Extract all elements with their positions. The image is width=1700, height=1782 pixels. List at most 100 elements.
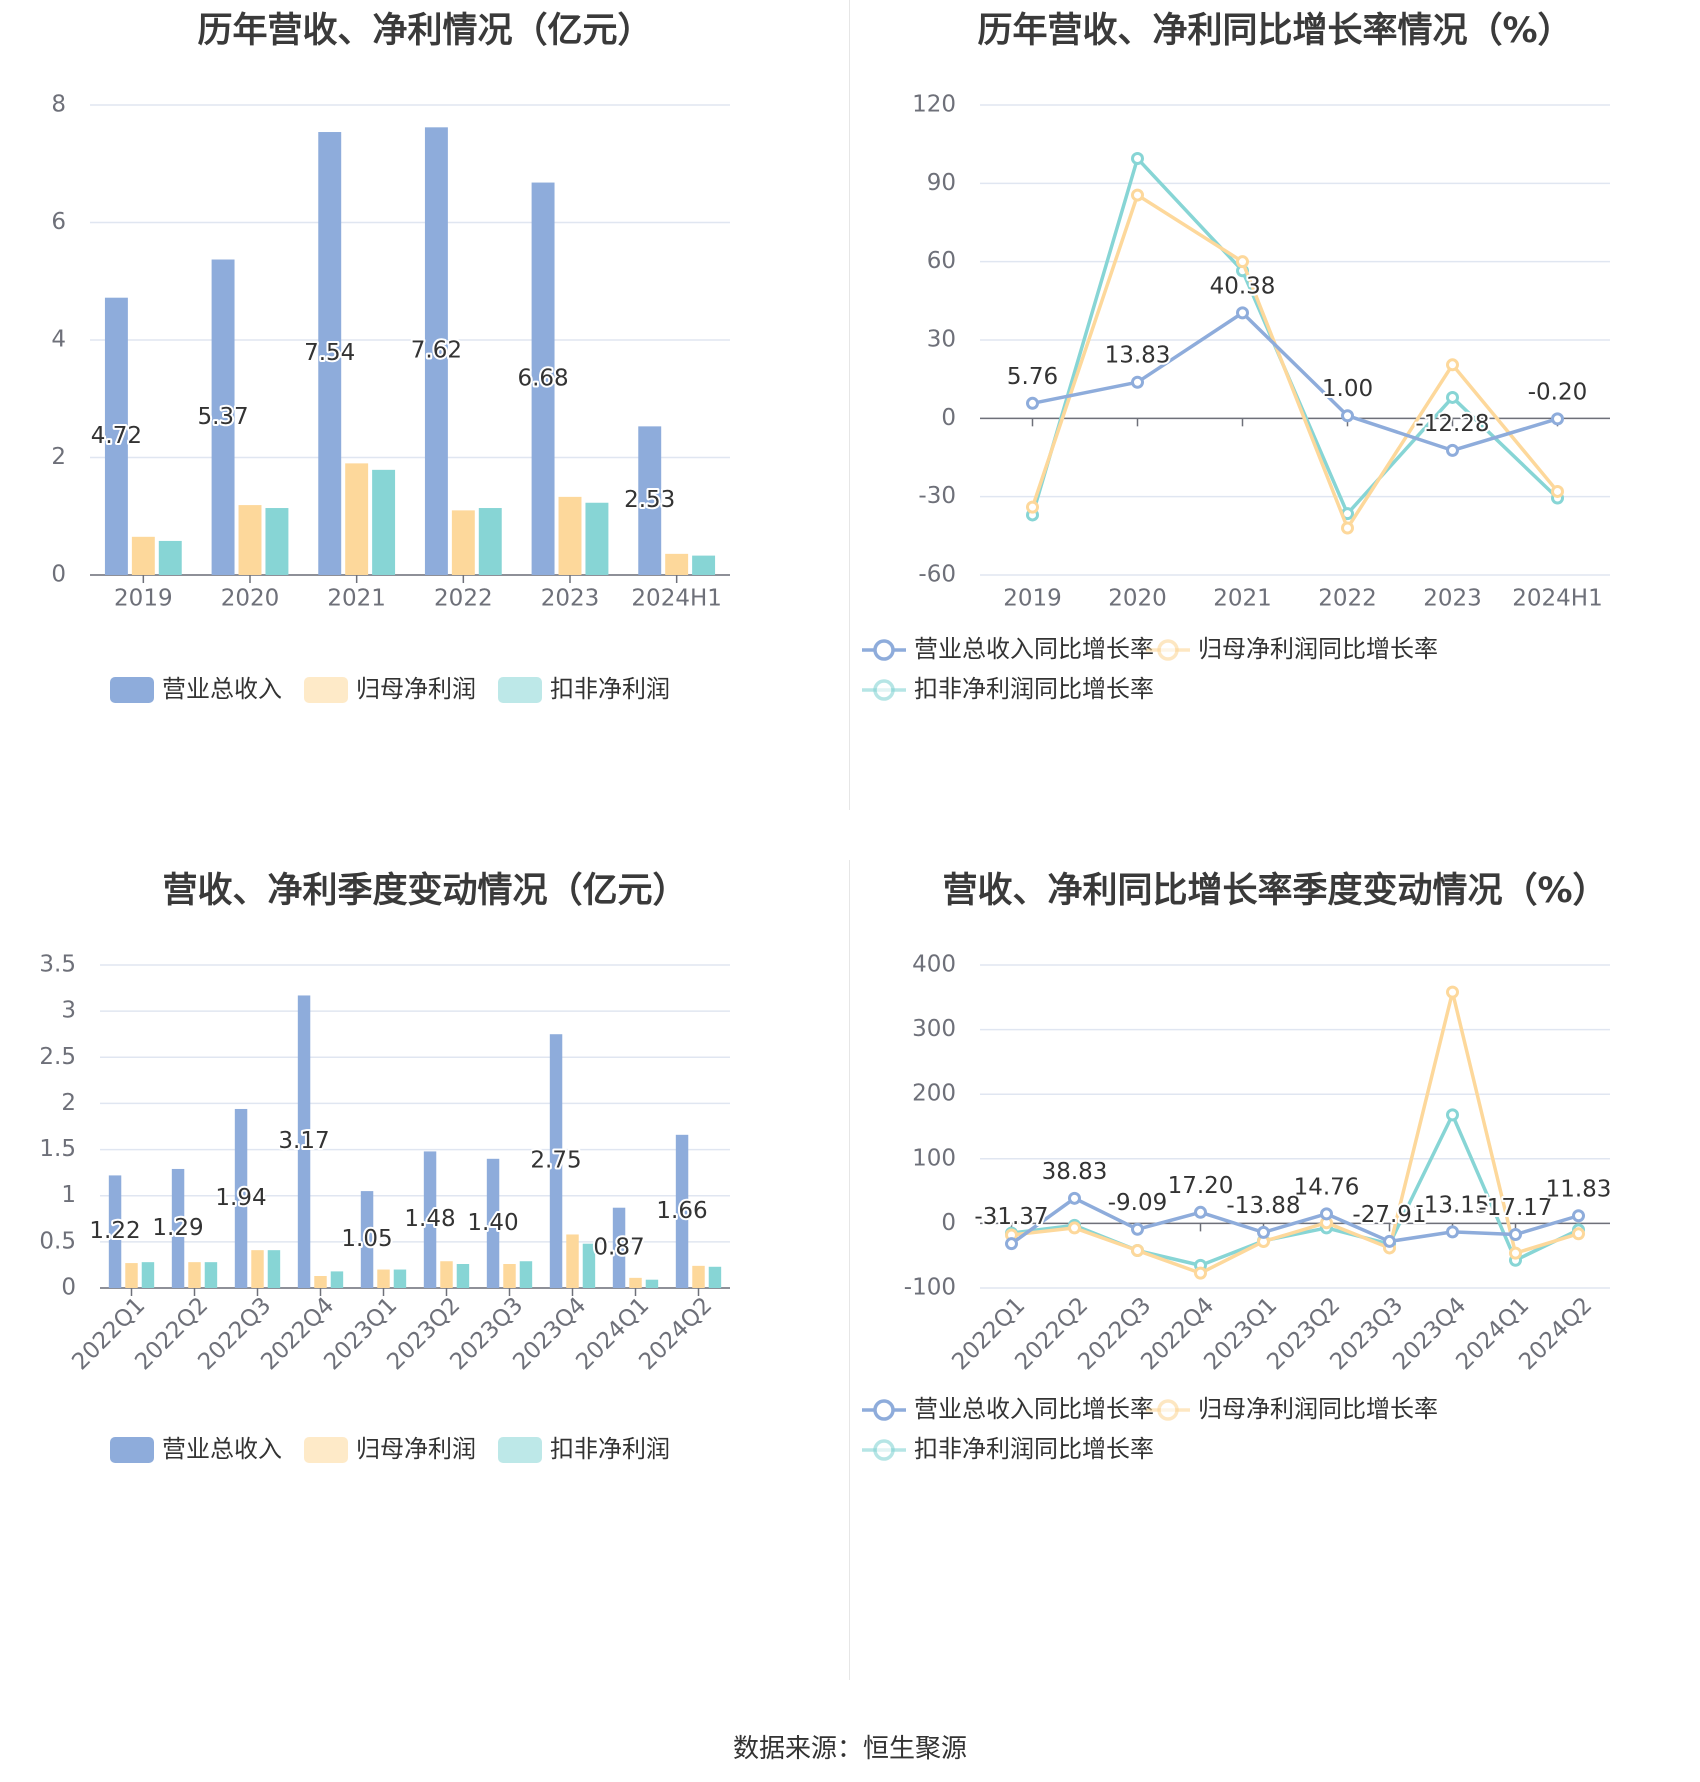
y-tick-label: 0 — [51, 562, 66, 588]
x-tick-label: 2019 — [114, 586, 173, 612]
bar-2022Q4-series-2 — [330, 1271, 344, 1288]
y-tick-label: 30 — [927, 327, 956, 353]
data-label: 1.48 — [404, 1206, 455, 1232]
bar-2023Q4-series-0 — [549, 1034, 563, 1288]
bar-2024H1-series-1 — [665, 553, 689, 575]
data-label: 7.62 — [411, 338, 462, 364]
y-tick-label: 60 — [927, 248, 956, 274]
bar-2022Q2-series-0 — [171, 1168, 185, 1288]
x-tick-label: 2023 — [541, 586, 600, 612]
point-2019-series-1 — [1026, 500, 1039, 514]
data-source-note: 数据来源：恒生聚源 — [732, 1734, 967, 1764]
point-2024H1-series-0 — [1551, 412, 1564, 426]
point-2022-series-1 — [1341, 521, 1354, 535]
point-2023Q1-series-0 — [1257, 1225, 1270, 1239]
y-tick-label: 6 — [51, 209, 66, 235]
series-line-1 — [1011, 990, 1580, 1275]
bar-2020-series-2 — [265, 508, 289, 575]
point-2020-series-2 — [1131, 152, 1144, 166]
annual-growth-rate-line-chart: 历年营收、净利同比增长率情况（%） -60 -30 0 30 60 90 120 2019 202… — [850, 0, 1700, 860]
legend-swatch — [304, 1437, 348, 1463]
bar-2023Q3-series-0 — [486, 1158, 500, 1288]
bar-2023Q1-series-2 — [393, 1269, 407, 1288]
x-tick-label: 2023 — [1423, 586, 1482, 612]
data-label: 3.17 — [278, 1128, 329, 1154]
bar-2019-series-2 — [158, 540, 182, 575]
point-2023-series-0 — [1446, 443, 1459, 457]
x-tick-label: 2020 — [221, 586, 280, 612]
x-tick-label: 2021 — [327, 586, 386, 612]
point-2022Q3-series-0 — [1131, 1222, 1144, 1236]
data-label: 7.54 — [304, 340, 355, 366]
point-2022-series-0 — [1341, 409, 1354, 423]
point-2023Q4-series-1 — [1446, 985, 1459, 999]
bar-2020-series-1 — [238, 505, 262, 575]
data-label: 1.29 — [152, 1215, 203, 1241]
x-tick-label: 2020 — [1108, 586, 1167, 612]
y-tick-label: 3.5 — [39, 952, 76, 978]
y-tick-label: 100 — [912, 1145, 956, 1171]
bar-2022-series-2 — [478, 508, 502, 575]
bar-2022Q4-series-1 — [314, 1276, 327, 1288]
y-tick-label: 3 — [61, 998, 76, 1024]
legend-label: 扣非净利润 — [550, 1435, 670, 1463]
x-tick-label: 2019 — [1003, 586, 1062, 612]
point-2023-series-1 — [1446, 358, 1459, 372]
legend-swatch — [110, 1437, 154, 1463]
legend-label: 归母净利润同比增长率 — [1198, 635, 1438, 663]
data-label: 1.00 — [1322, 376, 1373, 402]
point-2022Q2-series-1 — [1068, 1221, 1081, 1235]
data-label: -27.91 — [1352, 1202, 1426, 1228]
y-tick-label: 1 — [61, 1182, 76, 1208]
bar-2023Q1-series-1 — [377, 1269, 390, 1288]
bar-2022Q1-series-1 — [125, 1263, 138, 1288]
point-2022Q4-series-0 — [1194, 1205, 1207, 1219]
bar-2022Q2-series-2 — [204, 1262, 218, 1288]
data-label: 2.75 — [530, 1148, 581, 1174]
bar-2022-series-1 — [451, 510, 475, 575]
legend-marker — [873, 1439, 895, 1461]
legend-swatch — [304, 677, 348, 703]
legend-label: 归母净利润 — [356, 675, 476, 703]
bar-2022-series-0 — [424, 127, 448, 575]
bar-2024Q1-series-1 — [629, 1277, 642, 1288]
point-2022Q3-series-1 — [1131, 1244, 1144, 1258]
bar-2022Q3-series-0 — [234, 1108, 248, 1288]
bar-2022Q2-series-1 — [188, 1262, 201, 1288]
y-tick-label: 120 — [912, 92, 956, 118]
point-2021-series-0 — [1236, 306, 1249, 320]
chart-title: 历年营收、净利情况（亿元） — [197, 11, 652, 51]
data-label: 11.83 — [1546, 1176, 1612, 1202]
data-label: 17.20 — [1168, 1173, 1234, 1199]
series-line-0 — [1010, 1196, 1579, 1246]
point-2024Q1-series-0 — [1509, 1227, 1522, 1241]
bar-2023-series-2 — [585, 502, 609, 575]
chart-title: 营收、净利同比增长率季度变动情况（%） — [942, 871, 1607, 911]
chart-canvas: 历年营收、净利同比增长率情况（%） -60 -30 0 30 60 90 120 2019 202… — [862, 11, 1610, 703]
y-tick-label: 400 — [912, 952, 956, 978]
data-label: 5.37 — [197, 404, 248, 430]
point-2023Q2-series-0 — [1320, 1207, 1333, 1221]
chart-title: 历年营收、净利同比增长率情况（%） — [977, 11, 1572, 51]
point-2023Q4-series-0 — [1446, 1225, 1459, 1239]
bar-2023Q4-series-2 — [582, 1243, 596, 1288]
y-tick-label: 0.5 — [39, 1228, 76, 1254]
point-2024Q2-series-1 — [1572, 1227, 1585, 1241]
x-tick-label: 2022 — [1318, 586, 1377, 612]
series-line-0 — [1032, 311, 1559, 453]
series-line-1 — [1030, 193, 1559, 530]
y-tick-label: 0 — [941, 1210, 956, 1236]
data-label: 0.87 — [593, 1234, 644, 1260]
point-2024Q1-series-1 — [1509, 1246, 1522, 1260]
legend-label: 扣非净利润 — [550, 675, 670, 703]
point-2024H1-series-1 — [1551, 484, 1564, 498]
legend-label: 营业总收入同比增长率 — [914, 1395, 1154, 1423]
bar-2023Q2-series-2 — [456, 1264, 470, 1288]
point-2023-series-2 — [1446, 390, 1459, 404]
bar-2021-series-0 — [318, 132, 342, 575]
bar-2023Q1-series-0 — [360, 1191, 374, 1288]
bar-2019-series-1 — [131, 536, 155, 575]
data-label: -31.37 — [974, 1204, 1048, 1230]
bar-2024Q1-series-0 — [612, 1207, 626, 1288]
annual-revenue-profit-bar-chart: 历年营收、净利情况（亿元） 0 2 4 6 8 2019 2020 2021 2022 2023 20… — [0, 0, 850, 860]
